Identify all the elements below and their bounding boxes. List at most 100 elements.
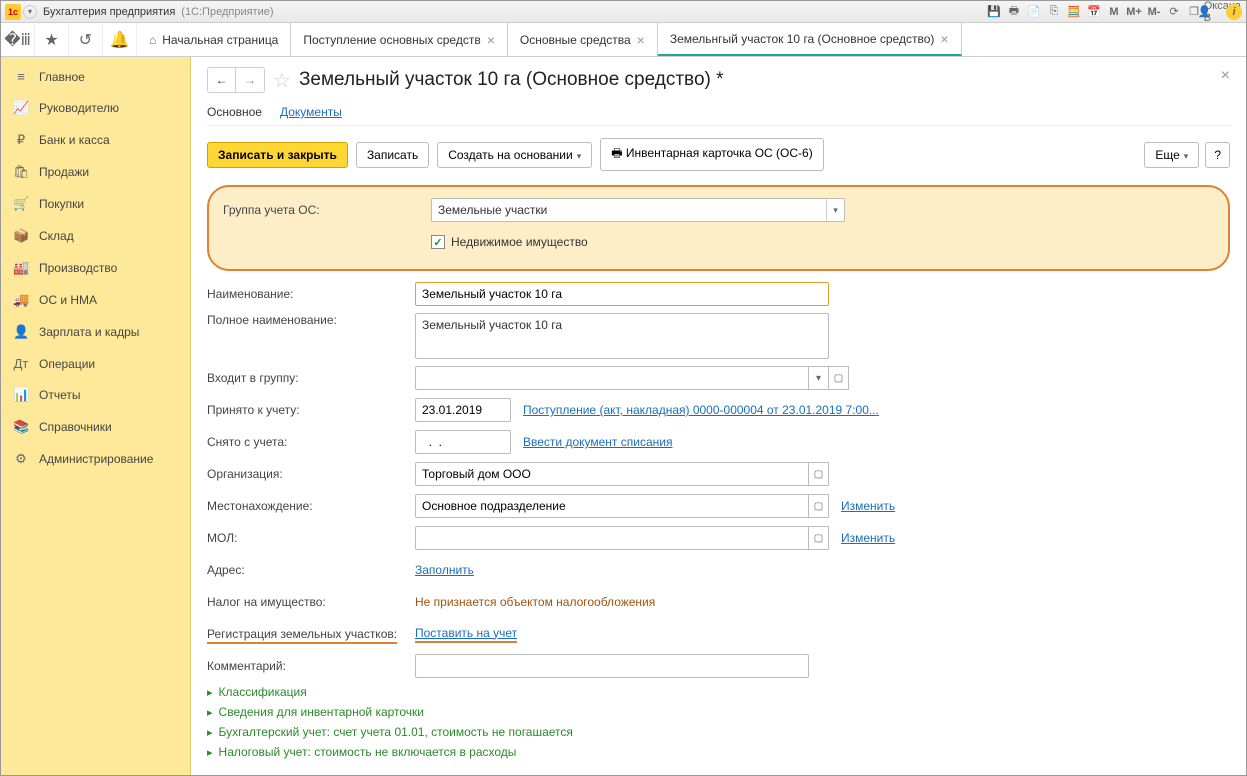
save-button[interactable]: Записать [356,142,429,168]
sidebar-item-purchases[interactable]: 🛒Покупки [1,188,190,220]
mol-change-link[interactable]: Изменить [841,531,895,545]
removed-doc-link[interactable]: Ввести документ списания [523,435,672,449]
apps-button[interactable]: �ⅲ [1,23,35,56]
highlighted-group: Группа учета ОС: Земельные участки ▾ ✓ Н… [207,185,1230,271]
favorite-star[interactable]: ☆ [273,68,291,93]
subtab-main[interactable]: Основное [207,101,262,125]
expander-classification[interactable]: ▸Классификация [207,685,1230,699]
comment-label: Комментарий: [207,659,415,673]
sidebar-item-reports[interactable]: 📊Отчеты [1,379,190,411]
expander-inventory-info[interactable]: ▸Сведения для инвентарной карточки [207,705,1230,719]
cart-icon: 🛒 [13,196,29,212]
group-select[interactable]: Земельные участки ▾ [431,198,845,222]
check-icon: ✓ [431,235,445,249]
ingroup-label: Входит в группу: [207,371,415,385]
open-dialog-icon[interactable]: ▢ [829,366,849,390]
sidebar-item-manager[interactable]: 📈Руководителю [1,92,190,124]
sidebar-item-catalogs[interactable]: 📚Справочники [1,411,190,443]
app-menu-dropdown[interactable]: ▾ [23,5,37,19]
addr-label: Адрес: [207,563,415,577]
loc-input[interactable] [415,494,809,518]
realty-checkbox[interactable]: ✓ Недвижимое имущество [431,235,588,249]
print-icon[interactable]: 🖶 [1006,4,1022,20]
home-icon: ⌂ [149,33,156,47]
chevron-down-icon[interactable]: ▾ [809,366,829,390]
app-logo: 1c [5,4,21,20]
expander-tax-accounting[interactable]: ▸Налоговый учет: стоимость не включается… [207,745,1230,759]
compare-icon[interactable]: ⎘ [1046,4,1062,20]
doc-icon[interactable]: 📄 [1026,4,1042,20]
info-icon[interactable]: i [1226,4,1242,20]
tab-home[interactable]: ⌂Начальная страница [137,23,291,56]
more-button[interactable]: Еще▾ [1144,142,1199,168]
back-button[interactable]: ← [208,68,236,92]
expander-accounting[interactable]: ▸Бухгалтерский учет: счет учета 01.01, с… [207,725,1230,739]
accepted-label: Принято к учету: [207,403,415,417]
chevron-right-icon: ▸ [207,726,213,739]
close-icon[interactable]: × [940,31,948,47]
open-dialog-icon[interactable]: ▢ [809,526,829,550]
m-minus-icon[interactable]: M- [1146,4,1162,20]
loc-change-link[interactable]: Изменить [841,499,895,513]
open-tabs: ⌂Начальная страница Поступление основных… [137,23,1246,56]
tab-land[interactable]: Земельнгый участок 10 га (Основное средс… [658,23,962,56]
accepted-date-input[interactable] [415,398,511,422]
chart-icon: 📈 [13,100,29,116]
addr-fill-link[interactable]: Заполнить [415,563,474,577]
reg-label: Регистрация земельных участков: [207,627,415,641]
close-page-button[interactable]: × [1221,67,1230,85]
sidebar-item-operations[interactable]: ДтОперации [1,348,190,379]
loc-label: Местонахождение: [207,499,415,513]
ingroup-input[interactable] [415,366,809,390]
open-dialog-icon[interactable]: ▢ [809,494,829,518]
main-content: × ← → ☆ Земельный участок 10 га (Основно… [191,57,1246,775]
box-icon: 📦 [13,228,29,244]
sidebar-item-warehouse[interactable]: 📦Склад [1,220,190,252]
fullname-textarea[interactable]: Земельный участок 10 га [415,313,829,359]
forward-button[interactable]: → [236,68,264,92]
m-icon[interactable]: M [1106,4,1122,20]
save-icon[interactable]: 💾 [986,4,1002,20]
create-based-button[interactable]: Создать на основании▾ [437,142,592,168]
calc-icon[interactable]: 🧮 [1066,4,1082,20]
tab-assets[interactable]: Основные средства× [508,23,658,56]
notifications-button[interactable]: 🔔 [103,23,137,56]
refresh-icon[interactable]: ⟳ [1166,4,1182,20]
calendar-icon[interactable]: 📅 [1086,4,1102,20]
sidebar-item-sales[interactable]: 🛍Продажи [1,156,190,188]
sidebar-item-main[interactable]: ≡Главное [1,61,190,92]
name-input[interactable] [415,282,829,306]
inventory-card-button[interactable]: 🖶 Инвентарная карточка ОС (ОС-6) [600,138,823,171]
group-label: Группа учета ОС: [223,203,431,217]
save-close-button[interactable]: Записать и закрыть [207,142,348,168]
open-dialog-icon[interactable]: ▢ [809,462,829,486]
truck-icon: 🚚 [13,292,29,308]
org-input[interactable] [415,462,809,486]
sidebar-item-production[interactable]: 🏭Производство [1,252,190,284]
sidebar-item-salary[interactable]: 👤Зарплата и кадры [1,316,190,348]
tab-receipt[interactable]: Поступление основных средств× [291,23,508,56]
books-icon: 📚 [13,419,29,435]
close-icon[interactable]: × [637,32,645,48]
history-button[interactable]: ↺ [69,23,103,56]
sidebar-item-assets[interactable]: 🚚ОС и НМА [1,284,190,316]
name-label: Наименование: [207,287,415,301]
chevron-down-icon: ▾ [577,151,582,161]
help-button[interactable]: ? [1205,142,1230,168]
user-indicator[interactable]: 👤 Оксана В [1206,4,1222,20]
removed-date-input[interactable] [415,430,511,454]
nav-buttons: ← → [207,67,265,93]
m-plus-icon[interactable]: M+ [1126,4,1142,20]
sidebar-item-bank[interactable]: ₽Банк и касса [1,124,190,156]
reg-link[interactable]: Поставить на учет [415,626,517,643]
chevron-down-icon: ▾ [1184,151,1189,161]
subtab-docs[interactable]: Документы [280,101,342,125]
mol-input[interactable] [415,526,809,550]
close-icon[interactable]: × [487,32,495,48]
fullname-label: Полное наименование: [207,313,415,327]
comment-input[interactable] [415,654,809,678]
favorite-button[interactable]: ★ [35,23,69,56]
accepted-doc-link[interactable]: Поступление (акт, накладная) 0000-000004… [523,403,879,417]
sidebar-item-admin[interactable]: ⚙Администрирование [1,443,190,475]
chevron-down-icon: ▾ [826,199,844,221]
